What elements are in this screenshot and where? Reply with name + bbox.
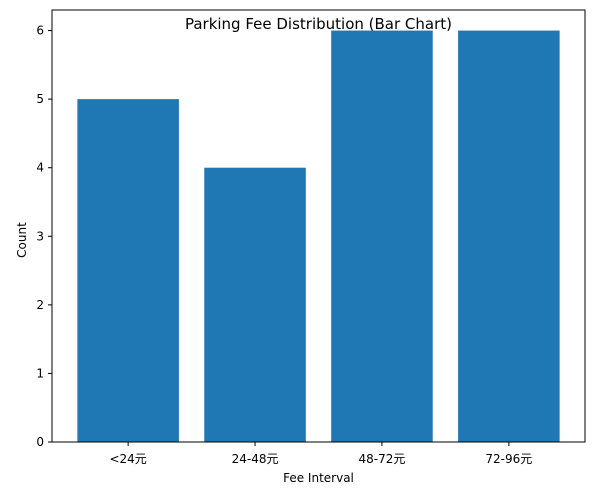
bar-1 [204,167,306,442]
y-tick-label-3: 3 [36,229,44,243]
x-tick-label-1: 24-48元 [232,452,279,466]
y-tick-label-5: 5 [36,92,44,106]
y-tick-label-4: 4 [36,161,44,175]
bars-group [77,30,560,443]
y-tick-label-6: 6 [36,24,44,38]
y-tick-label-0: 0 [36,435,44,449]
y-axis: 0 1 2 3 4 5 6 [36,24,52,449]
bar-3 [458,30,560,442]
bar-2 [331,30,433,442]
y-axis-label: Count [15,222,29,258]
x-tick-label-2: 48-72元 [359,452,406,466]
y-tick-label-2: 2 [36,298,44,312]
chart-title: Parking Fee Distribution (Bar Chart) [185,15,452,33]
x-tick-label-0: <24元 [109,452,146,466]
y-tick-label-1: 1 [36,366,44,380]
x-tick-label-3: 72-96元 [485,452,532,466]
bar-0 [77,99,179,443]
plot-frame [51,9,586,443]
x-axis: <24元 24-48元 48-72元 72-96元 [109,442,532,466]
x-axis-label: Fee Interval [283,471,354,485]
